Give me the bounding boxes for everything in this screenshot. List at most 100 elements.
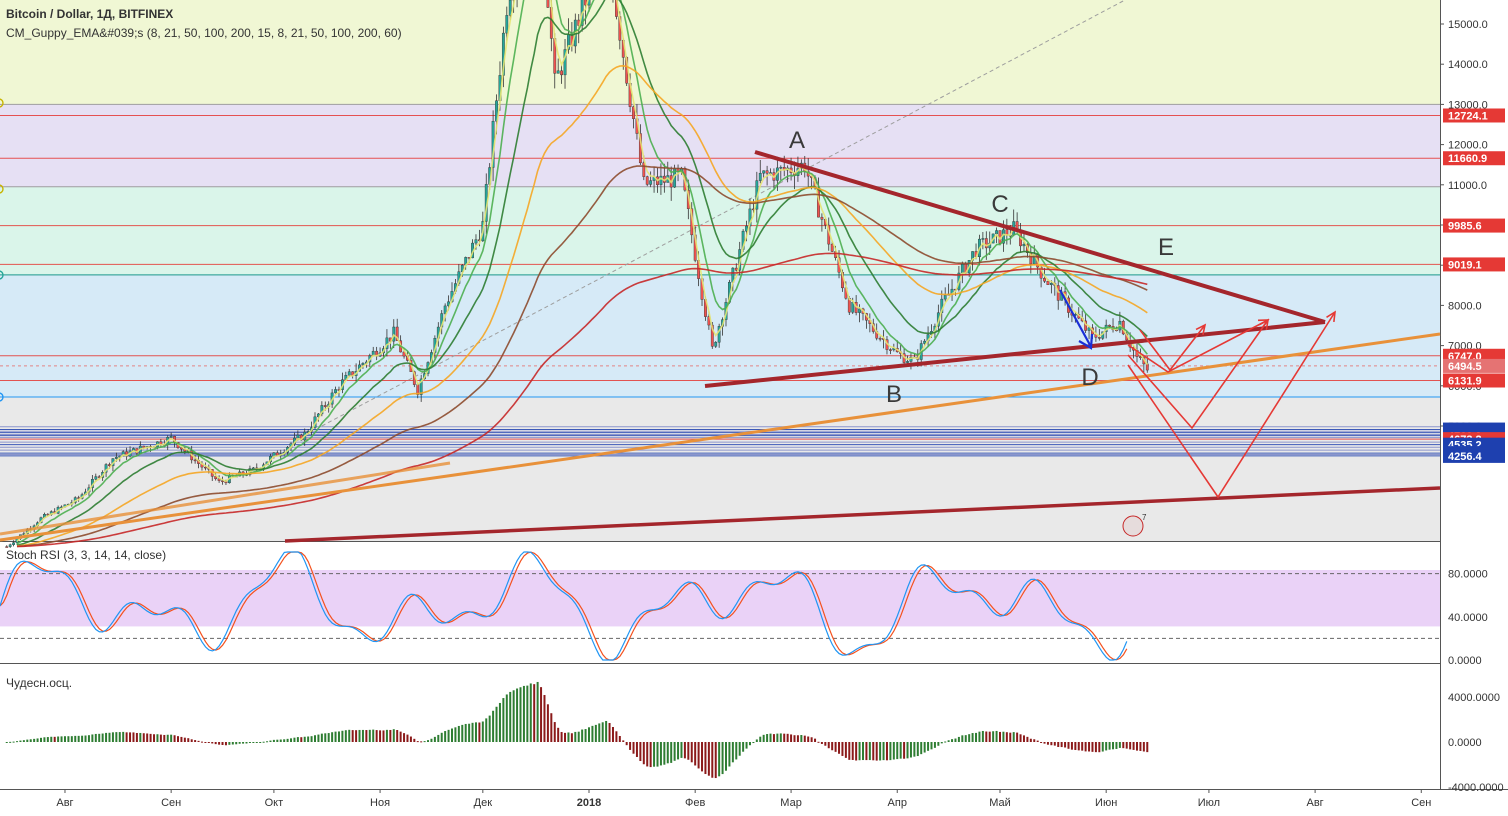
osc-bar xyxy=(67,736,69,742)
osc-bar xyxy=(770,734,772,742)
osc-bar xyxy=(869,742,871,760)
osc-bar xyxy=(708,742,710,776)
candle-body xyxy=(252,468,254,469)
level-badge-label: 12724.1 xyxy=(1448,110,1488,122)
osc-bar xyxy=(1088,742,1090,751)
osc-bar xyxy=(9,742,11,743)
osc-bar xyxy=(379,730,381,742)
osc-bar xyxy=(451,729,453,742)
candle-body xyxy=(831,244,833,251)
osc-bar xyxy=(57,736,59,742)
osc-bar xyxy=(999,732,1001,742)
osc-bar xyxy=(465,724,467,742)
event-marker-icon[interactable] xyxy=(1123,516,1143,536)
osc-bar xyxy=(410,737,412,742)
osc-bar xyxy=(115,732,117,742)
osc-bar xyxy=(273,740,275,742)
osc-bar xyxy=(311,736,313,742)
osc-bar xyxy=(252,742,254,743)
osc-bar xyxy=(934,742,936,748)
osc-bar xyxy=(917,742,919,756)
osc-bar xyxy=(756,739,758,742)
osc-bar xyxy=(472,723,474,742)
osc-bar xyxy=(304,737,306,742)
price-axis: 15000.014000.013000.012000.011000.010000… xyxy=(1440,0,1508,789)
osc-bar xyxy=(50,737,52,742)
osc-bar xyxy=(554,722,556,742)
osc-bar xyxy=(1091,742,1093,752)
osc-bar xyxy=(184,738,186,742)
candle-body xyxy=(735,268,737,270)
level-badge-label: 4256.4 xyxy=(1448,451,1483,463)
osc-bar xyxy=(667,742,669,763)
osc-bar xyxy=(989,732,991,742)
osc-bar xyxy=(1119,742,1121,748)
osc-bar xyxy=(47,737,49,742)
candle-body xyxy=(557,71,559,74)
osc-bar xyxy=(348,730,350,742)
osc-bar xyxy=(711,742,713,778)
osc-bar xyxy=(900,742,902,759)
osc-bar xyxy=(879,742,881,760)
osc-bar xyxy=(95,734,97,742)
osc-bar xyxy=(691,742,693,762)
wave-label-e: E xyxy=(1158,234,1174,261)
osc-bar xyxy=(961,735,963,742)
osc-bar xyxy=(441,733,443,742)
osc-bar xyxy=(222,742,224,745)
osc-bar xyxy=(814,739,816,742)
osc-bar xyxy=(633,742,635,754)
osc-bar xyxy=(204,742,206,743)
indicator-label[interactable]: CM_Guppy_EMA&#039;s (8, 21, 50, 100, 200… xyxy=(6,26,402,40)
osc-bar xyxy=(300,737,302,742)
osc-bar xyxy=(965,735,967,742)
osc-bar xyxy=(811,737,813,742)
osc-bar xyxy=(365,730,367,742)
osc-bar xyxy=(324,733,326,742)
osc-bar xyxy=(872,742,874,760)
osc-bar xyxy=(369,730,371,742)
osc-bar xyxy=(1006,732,1008,742)
osc-bar xyxy=(670,742,672,763)
osc-bar xyxy=(660,742,662,765)
time-tick-label: Авг xyxy=(1306,797,1323,809)
price-tick-label: 12000.0 xyxy=(1448,140,1488,152)
osc-bar xyxy=(228,742,230,745)
osc-bar xyxy=(269,741,271,742)
osc-bar xyxy=(314,735,316,742)
fib-band xyxy=(0,104,1440,186)
osc-bar xyxy=(804,736,806,742)
osc-bar xyxy=(794,735,796,742)
candle-body xyxy=(646,177,648,185)
stoch-tick-label: 80.0000 xyxy=(1448,569,1488,581)
candle-body xyxy=(1146,364,1148,370)
osc-bar xyxy=(1143,742,1145,751)
osc-bar xyxy=(109,733,111,742)
osc-bar xyxy=(290,738,292,742)
osc-bar xyxy=(831,742,833,750)
osc-bar xyxy=(571,733,573,742)
osc-bar xyxy=(74,736,76,742)
osc-bar xyxy=(1064,742,1066,747)
osc-bar xyxy=(180,737,182,742)
osc-bar xyxy=(266,741,268,742)
osc-bar xyxy=(509,692,511,742)
candle-body xyxy=(944,295,946,299)
osc-bar xyxy=(40,738,42,742)
osc-bar xyxy=(153,734,155,742)
osc-bar xyxy=(136,733,138,742)
osc-bar xyxy=(780,733,782,742)
osc-bar xyxy=(824,742,826,746)
osc-bar xyxy=(174,735,176,742)
osc-bar xyxy=(372,730,374,742)
symbol-title[interactable]: Bitcoin / Dollar, 1Д, BITFINEX xyxy=(6,7,173,21)
osc-bar xyxy=(249,742,251,743)
osc-bar xyxy=(626,742,628,745)
candle-body xyxy=(715,342,717,346)
osc-bar xyxy=(739,742,741,756)
osc-bar xyxy=(403,733,405,742)
osc-bar xyxy=(862,742,864,760)
osc-bar xyxy=(112,732,114,742)
